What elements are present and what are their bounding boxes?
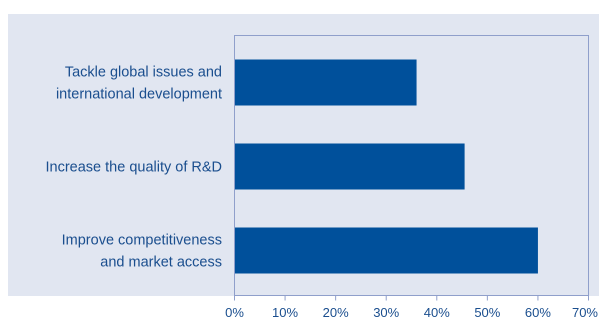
x-tick-label: 0% [225, 305, 244, 320]
category-label-line: Tackle global issues and [65, 65, 222, 81]
x-tick-label: 10% [272, 305, 298, 320]
category-labels: Tackle global issues and international de… [45, 65, 222, 271]
bars-layer [234, 59, 538, 274]
plot-frame [234, 35, 589, 296]
bar-1 [234, 59, 417, 106]
x-tick-label: 40% [424, 305, 450, 320]
x-tick-label: 50% [474, 305, 500, 320]
bar-3 [234, 227, 538, 274]
category-label-3: Improve competitiveness and market access [62, 233, 222, 271]
x-tick-label: 70% [572, 305, 598, 320]
x-tick-label: 30% [373, 305, 399, 320]
bar-2 [234, 143, 465, 190]
x-tick-label: 60% [525, 305, 551, 320]
category-label-line: Improve competitiveness [62, 233, 222, 249]
category-label-2: Increase the quality of R&D [45, 160, 222, 176]
category-label-line: international development [56, 87, 222, 103]
category-label-line: and market access [100, 255, 222, 271]
x-tick-label: 20% [323, 305, 349, 320]
category-label-1: Tackle global issues and international de… [56, 65, 222, 103]
category-label-line: Increase the quality of R&D [45, 160, 222, 176]
x-axis: 0% 10% 20% 30% 40% 50% 60% 70% [225, 295, 598, 320]
